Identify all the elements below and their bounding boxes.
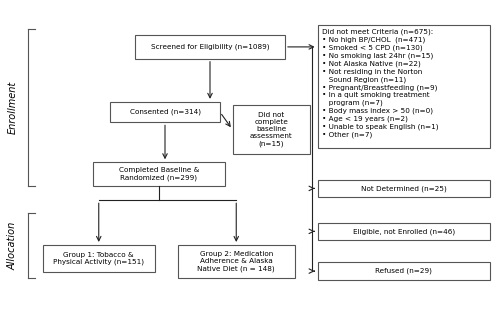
FancyBboxPatch shape <box>135 35 285 59</box>
Text: Enrollment: Enrollment <box>8 81 18 134</box>
FancyBboxPatch shape <box>42 245 155 272</box>
Text: Did not
complete
baseline
assessment
(n=15): Did not complete baseline assessment (n=… <box>250 112 292 147</box>
FancyBboxPatch shape <box>318 25 490 148</box>
Text: Group 2: Medication
Adherence & Alaska
Native Diet (n = 148): Group 2: Medication Adherence & Alaska N… <box>198 251 275 272</box>
Text: Eligible, not Enrolled (n=46): Eligible, not Enrolled (n=46) <box>352 228 455 235</box>
Text: Consented (n=314): Consented (n=314) <box>130 109 200 115</box>
FancyBboxPatch shape <box>318 223 490 240</box>
Text: Not Determined (n=25): Not Determined (n=25) <box>361 185 446 192</box>
FancyBboxPatch shape <box>318 262 490 280</box>
Text: Did not meet Criteria (n=675):
• No high BP/CHOL  (n=471)
• Smoked < 5 CPD (n=13: Did not meet Criteria (n=675): • No high… <box>322 29 438 138</box>
FancyBboxPatch shape <box>232 105 310 154</box>
FancyBboxPatch shape <box>110 102 220 122</box>
FancyBboxPatch shape <box>318 180 490 197</box>
Text: Screened for Eligibility (n=1089): Screened for Eligibility (n=1089) <box>151 44 269 50</box>
Text: Refused (n=29): Refused (n=29) <box>376 268 432 274</box>
Text: Allocation: Allocation <box>8 222 18 270</box>
Text: Completed Baseline &
Randomized (n=299): Completed Baseline & Randomized (n=299) <box>118 167 199 181</box>
Text: Group 1: Tobacco &
Physical Activity (n=151): Group 1: Tobacco & Physical Activity (n=… <box>53 252 144 265</box>
FancyBboxPatch shape <box>92 162 225 186</box>
FancyBboxPatch shape <box>178 245 295 278</box>
